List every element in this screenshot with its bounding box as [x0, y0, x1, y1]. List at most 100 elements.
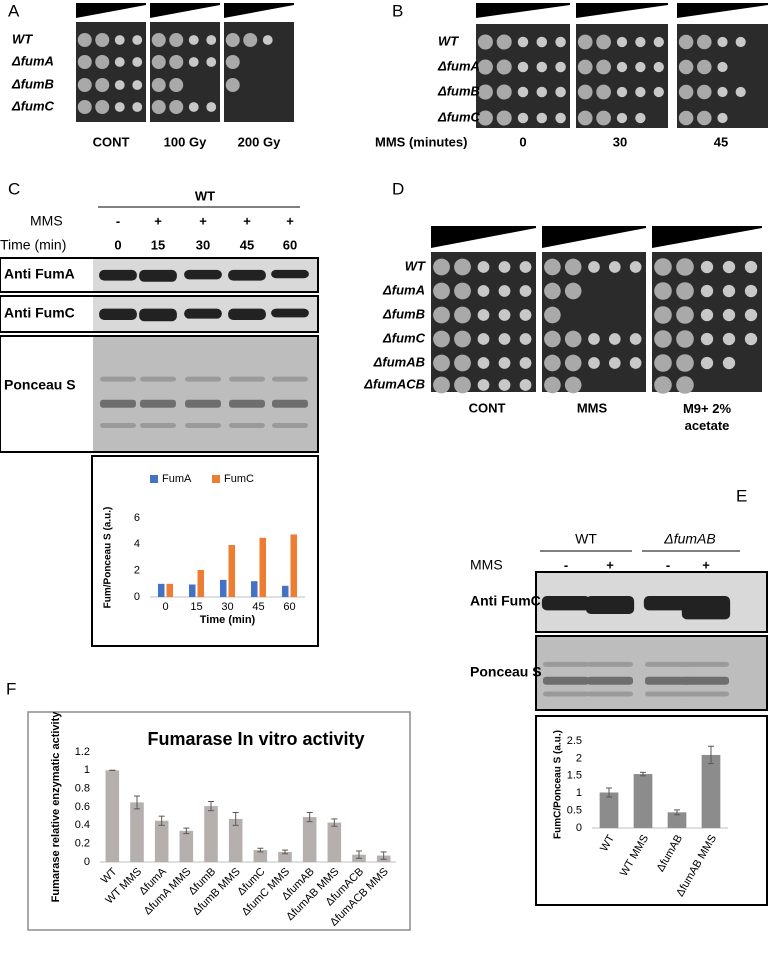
colony-spot — [654, 258, 672, 276]
colony-spot — [577, 110, 593, 126]
colony-spot — [697, 34, 712, 50]
group-label: WT — [575, 531, 597, 547]
colony-spot — [519, 285, 532, 297]
strain-label: ΔfumC — [11, 98, 55, 113]
colony-spot — [717, 61, 728, 73]
blot-frame — [0, 257, 319, 293]
colony-spot — [616, 86, 628, 98]
colony-spot — [151, 100, 166, 114]
dilution-wedge — [224, 3, 294, 18]
colony-spot — [498, 261, 511, 273]
dilution-wedge — [476, 3, 570, 18]
blot-frame — [91, 455, 319, 647]
time-label: 0 — [114, 237, 121, 252]
colony-spot — [654, 306, 672, 324]
colony-spot — [722, 356, 736, 370]
blot-band — [228, 269, 266, 281]
colony-spot — [555, 61, 566, 73]
colony-spot — [169, 33, 184, 47]
blot-band — [140, 399, 176, 408]
condition-label: 100 Gy — [164, 134, 207, 149]
blot-band — [99, 269, 137, 281]
colony-spot — [519, 333, 532, 345]
colony-spot — [496, 84, 512, 100]
panel-letter: B — [392, 1, 403, 20]
colony-spot — [735, 36, 746, 48]
blot-band — [185, 376, 221, 382]
colony-spot — [717, 112, 728, 124]
blot-band — [272, 399, 308, 408]
colony-spot — [536, 112, 548, 124]
colony-spot — [498, 285, 511, 297]
panel-letter: D — [392, 179, 404, 198]
colony-spot — [95, 55, 110, 69]
bar — [197, 570, 205, 597]
colony-spot — [114, 35, 125, 45]
row-label: MMS — [30, 213, 63, 229]
colony-spot — [735, 86, 746, 98]
dilution-wedge — [431, 226, 536, 248]
bar — [302, 817, 317, 862]
colony-spot — [555, 112, 566, 124]
error-bar — [640, 771, 646, 777]
strain-label: ΔfumB — [382, 306, 425, 321]
blot-image — [537, 636, 767, 710]
colony-spot — [676, 376, 694, 394]
colony-spot — [629, 261, 642, 273]
blot-band — [683, 661, 729, 667]
colony-spot — [676, 306, 694, 324]
x-tick-label: WT MMS — [618, 833, 651, 879]
colony-spot — [151, 78, 166, 92]
error-bar — [606, 787, 612, 798]
colony-spot — [454, 354, 471, 372]
strain-label: ΔfumC — [382, 330, 426, 345]
colony-spot — [477, 285, 490, 297]
treatment-sign: + — [154, 213, 162, 228]
colony-spot — [676, 282, 694, 300]
colony-spot — [206, 57, 217, 67]
y-tick-label: 0.2 — [75, 838, 90, 850]
error-bar — [134, 795, 140, 810]
colony-spot — [596, 59, 611, 75]
chart-title: Fumarase In vitro activity — [147, 729, 364, 749]
blot-band — [184, 308, 222, 319]
condition-label: CONT — [469, 400, 506, 415]
time-label: 30 — [196, 237, 210, 252]
condition-label: CONT — [93, 134, 130, 149]
bar — [219, 579, 227, 597]
blot-band — [100, 423, 136, 428]
blot-band — [185, 399, 221, 408]
error-bar — [158, 815, 165, 826]
colony-spot — [653, 36, 664, 48]
colony-spot — [151, 55, 166, 69]
colony-spot — [519, 357, 532, 369]
strain-label: ΔfumA — [11, 53, 54, 68]
colony-spot — [114, 57, 125, 67]
blot-band — [272, 423, 308, 428]
colony-spot — [454, 282, 471, 300]
colony-spot — [498, 333, 511, 345]
colony-spot — [722, 260, 736, 274]
time-label: 45 — [240, 237, 254, 252]
y-tick-label: 1.2 — [75, 746, 90, 758]
blot-band — [541, 596, 591, 611]
colony-spot — [678, 34, 694, 50]
colony-spot — [635, 112, 646, 124]
bar — [259, 537, 267, 597]
colony-spot — [588, 357, 600, 369]
colony-spot — [616, 112, 628, 124]
blot-band — [587, 691, 633, 697]
bar — [157, 583, 165, 597]
x-tick-label: WT — [99, 865, 120, 886]
colony-spot — [188, 57, 199, 67]
legend-swatch — [150, 475, 158, 483]
colony-spot — [608, 333, 621, 345]
colony-spot — [700, 332, 714, 346]
colony-spot — [544, 306, 561, 324]
colony-spot — [676, 330, 694, 348]
colony-spot — [608, 261, 621, 273]
error-bar — [282, 849, 288, 855]
panel-letter: F — [6, 679, 16, 698]
colony-spot — [588, 261, 600, 273]
